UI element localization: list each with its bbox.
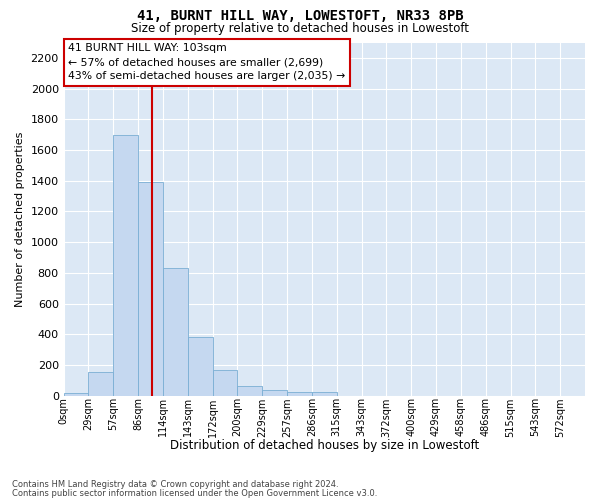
- Text: Contains public sector information licensed under the Open Government Licence v3: Contains public sector information licen…: [12, 488, 377, 498]
- Bar: [163, 268, 188, 396]
- Bar: [238, 386, 262, 396]
- Bar: [188, 336, 212, 396]
- Y-axis label: Number of detached properties: Number of detached properties: [15, 132, 25, 307]
- Bar: [88, 372, 113, 396]
- Text: 41, BURNT HILL WAY, LOWESTOFT, NR33 8PB: 41, BURNT HILL WAY, LOWESTOFT, NR33 8PB: [137, 9, 463, 23]
- Bar: [113, 134, 138, 396]
- Text: Contains HM Land Registry data © Crown copyright and database right 2024.: Contains HM Land Registry data © Crown c…: [12, 480, 338, 489]
- Text: 41 BURNT HILL WAY: 103sqm
← 57% of detached houses are smaller (2,699)
43% of se: 41 BURNT HILL WAY: 103sqm ← 57% of detac…: [68, 44, 345, 82]
- Bar: [287, 392, 312, 396]
- Bar: [212, 370, 238, 396]
- Text: Size of property relative to detached houses in Lowestoft: Size of property relative to detached ho…: [131, 22, 469, 35]
- Bar: [262, 390, 287, 396]
- Bar: [138, 182, 163, 396]
- X-axis label: Distribution of detached houses by size in Lowestoft: Distribution of detached houses by size …: [170, 440, 479, 452]
- Bar: [312, 392, 337, 396]
- Bar: [64, 393, 88, 396]
